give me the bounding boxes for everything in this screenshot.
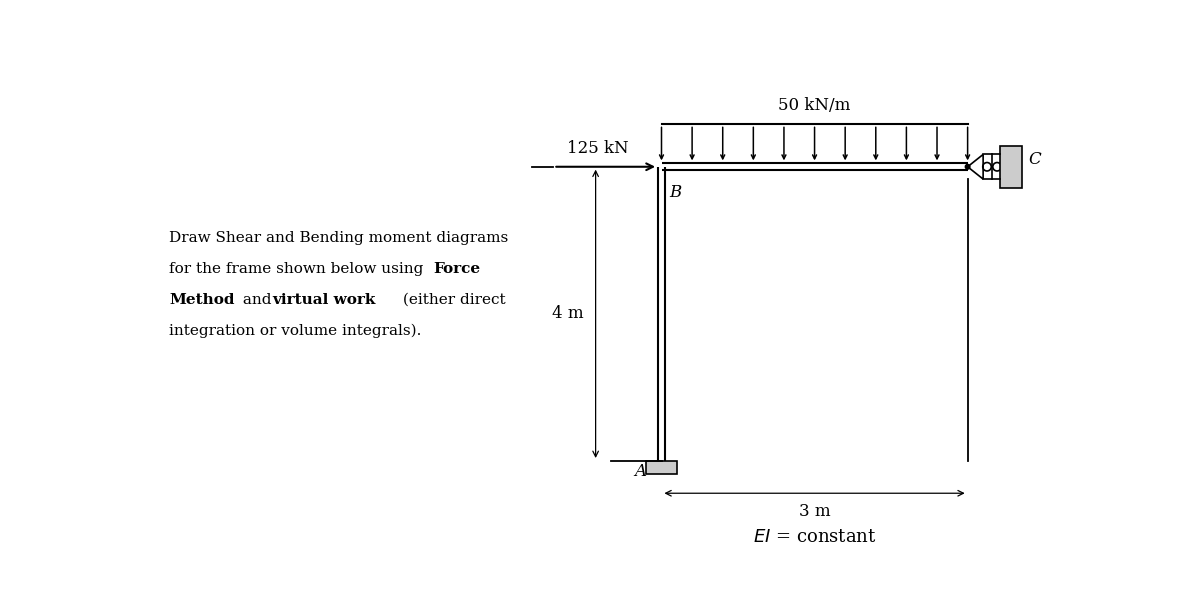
Text: (either direct: (either direct [398, 293, 505, 307]
Bar [1000, 146, 1022, 188]
Text: Draw Shear and Bending moment diagrams: Draw Shear and Bending moment diagrams [169, 231, 509, 245]
Text: Force: Force [433, 262, 481, 276]
Text: C: C [1028, 150, 1040, 168]
Text: for the frame shown below using: for the frame shown below using [169, 262, 428, 276]
Text: and: and [238, 293, 276, 307]
Text: 125 kN: 125 kN [568, 140, 629, 157]
Text: A: A [634, 463, 646, 480]
Text: B: B [670, 184, 682, 201]
Text: virtual work: virtual work [272, 293, 376, 307]
Text: 3 m: 3 m [799, 503, 830, 520]
Polygon shape [967, 154, 983, 179]
Text: 4 m: 4 m [552, 305, 584, 323]
Text: integration or volume integrals).: integration or volume integrals). [169, 323, 421, 338]
Text: Method: Method [169, 293, 235, 307]
Circle shape [965, 165, 970, 169]
Text: $EI$ = constant: $EI$ = constant [752, 528, 876, 546]
Text: 50 kN/m: 50 kN/m [779, 97, 851, 115]
Bar [646, 461, 677, 474]
